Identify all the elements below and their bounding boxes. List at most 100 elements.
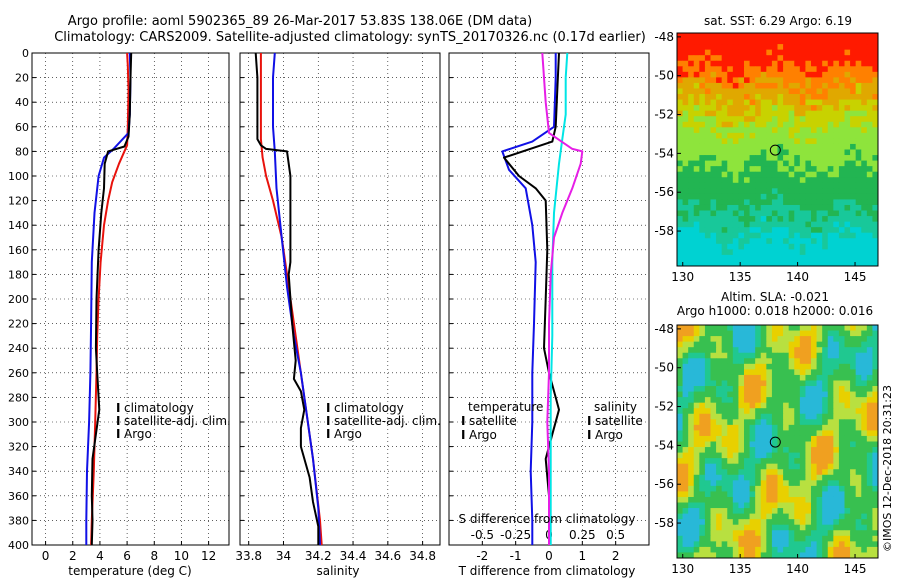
sst-cell — [682, 143, 689, 150]
sst-cell — [799, 166, 806, 173]
sla-cell — [699, 435, 706, 442]
sst-cell — [855, 44, 862, 51]
sla-cell — [799, 502, 806, 509]
sst-cell — [816, 55, 823, 62]
sst-cell — [783, 160, 790, 167]
sla-cell — [844, 463, 851, 470]
sla-cell — [716, 530, 723, 537]
sla-cell — [811, 469, 817, 476]
sla-cell — [766, 386, 773, 392]
sla-cell — [844, 374, 851, 381]
sla-cell — [799, 452, 806, 459]
sst-cell — [855, 160, 862, 167]
sla-cell — [755, 552, 762, 559]
map-lat-label: -52 — [654, 400, 674, 414]
sst-cell — [827, 182, 834, 189]
sst-cell — [861, 44, 868, 51]
sla-cell — [827, 535, 834, 542]
sst-cell — [677, 66, 683, 73]
sst-cell — [783, 88, 790, 95]
sst-cell — [872, 138, 879, 145]
sla-cell — [805, 491, 812, 498]
sst-cell — [760, 249, 767, 256]
sst-cell — [704, 182, 711, 189]
sla-cell — [855, 397, 862, 404]
sla-cell — [710, 496, 717, 503]
sla-cell — [777, 363, 784, 370]
sst-cell — [788, 216, 795, 223]
sst-cell — [833, 249, 840, 256]
sst-cell — [688, 193, 695, 200]
sst-cell — [805, 66, 812, 73]
sla-cell — [721, 330, 728, 337]
sla-cell — [827, 363, 834, 370]
sst-cell — [755, 149, 762, 156]
sla-cell — [688, 358, 695, 365]
sst-cell — [799, 243, 806, 250]
sla-cell — [760, 397, 767, 404]
sst-cell — [788, 171, 795, 178]
sla-map-axes: 130 135 140 145-48-50-52-54-56-58 — [654, 322, 866, 576]
sla-cell — [827, 330, 834, 337]
sla-cell — [710, 435, 717, 442]
sst-cell — [693, 177, 700, 184]
sst-cell — [693, 143, 700, 150]
sla-cell — [771, 441, 778, 448]
sla-cell — [693, 513, 700, 520]
sla-cell — [844, 447, 851, 453]
sla-cell — [866, 402, 873, 409]
sst-cell — [866, 94, 873, 100]
sst-cell — [777, 193, 784, 200]
sla-cell — [838, 491, 845, 498]
sla-cell — [721, 452, 728, 459]
sla-cell — [855, 430, 862, 437]
sla-cell — [827, 458, 834, 465]
sla-cell — [833, 452, 840, 459]
sla-cell — [816, 369, 823, 376]
sst-cell — [766, 105, 773, 112]
sla-cell — [688, 458, 695, 465]
salinity-legend: I climatology I satellite-adj. clim. I A… — [326, 401, 441, 441]
sla-cell — [822, 447, 829, 453]
sla-cell — [682, 424, 689, 431]
sla-cell — [699, 413, 706, 420]
sst-cell — [794, 33, 801, 39]
pressure-tick-label: 380 — [8, 514, 29, 527]
sst-cell — [822, 188, 829, 195]
sla-cell — [749, 402, 756, 409]
sla-cell — [833, 513, 840, 520]
sla-cell — [755, 408, 762, 415]
sla-cell — [716, 480, 723, 487]
sla-cell — [732, 408, 739, 415]
sst-cell — [777, 260, 784, 267]
sst-cell — [710, 216, 717, 223]
temperature-panel: 0204060801001201401601802002202402602803… — [8, 47, 231, 578]
sst-cell — [760, 221, 767, 228]
sla-cell — [704, 336, 711, 343]
sst-cell — [855, 260, 862, 267]
sla-cell — [811, 491, 817, 498]
sla-cell — [788, 341, 795, 348]
sst-cell — [744, 160, 750, 167]
sla-cell — [827, 435, 834, 442]
sla-cell — [799, 402, 806, 409]
sla-cell — [738, 369, 745, 376]
sla-cell — [744, 363, 750, 370]
sst-cell — [738, 38, 745, 45]
sst-cell — [827, 166, 834, 173]
sla-cell — [855, 508, 862, 515]
sla-cell — [872, 480, 879, 487]
sst-cell — [716, 71, 723, 78]
sst-cell — [861, 132, 868, 139]
sla-cell — [682, 441, 689, 448]
sla-cell — [861, 424, 868, 431]
sst-cell — [844, 254, 851, 261]
sst-cell — [794, 204, 801, 211]
sst-cell — [855, 121, 862, 128]
sla-cell — [727, 496, 734, 503]
sla-cell — [799, 391, 806, 398]
sst-cell — [783, 55, 790, 62]
sst-cell — [727, 177, 734, 184]
sla-cell — [783, 469, 790, 476]
map-lat-label: -58 — [654, 516, 674, 530]
